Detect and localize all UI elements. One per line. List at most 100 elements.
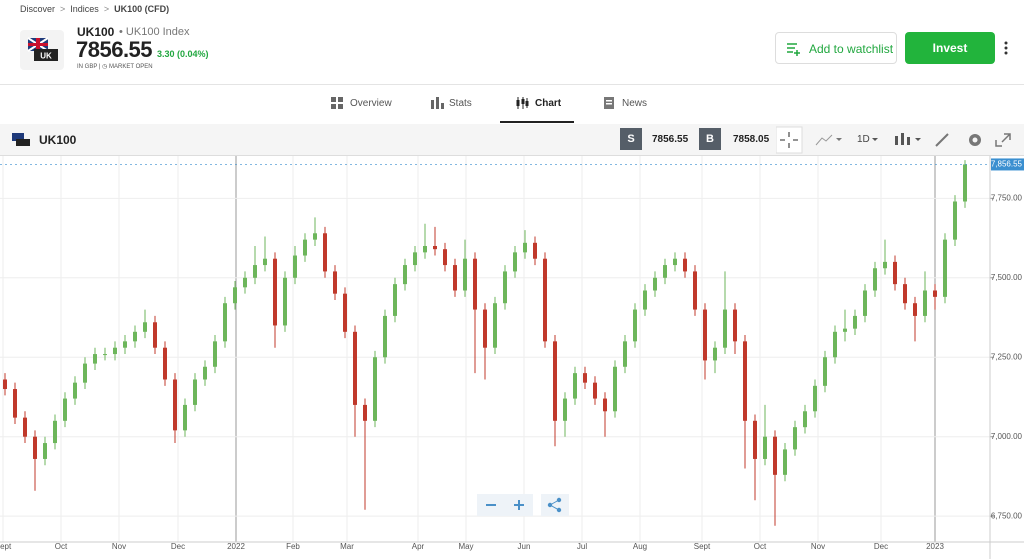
candle-body xyxy=(133,331,137,342)
candle-body xyxy=(113,347,117,355)
crumb[interactable]: Discover xyxy=(20,4,56,14)
candle-body xyxy=(643,290,647,310)
candle-body xyxy=(913,303,917,316)
watchlist-label: Add to watchlist xyxy=(809,42,894,56)
buy-badge[interactable]: B xyxy=(699,128,721,150)
stats-icon xyxy=(431,97,444,109)
price: 7856.55 xyxy=(76,37,153,62)
candle-body xyxy=(823,357,827,386)
candle-body xyxy=(753,420,757,459)
candle-body xyxy=(403,265,407,285)
x-tick-label: Sept xyxy=(0,542,12,551)
x-tick-label: Dec xyxy=(171,542,185,551)
candle-body xyxy=(773,436,777,475)
candle-body xyxy=(793,427,797,450)
candle-body xyxy=(673,258,677,266)
candle-body xyxy=(503,271,507,304)
candle-body xyxy=(883,261,887,269)
buy-price[interactable]: 7858.05 xyxy=(733,134,770,145)
candle-body xyxy=(623,341,627,367)
candle-body xyxy=(213,341,217,367)
candle-body xyxy=(163,347,167,380)
y-tick-label: 6,750.00 xyxy=(991,511,1023,520)
candle-body xyxy=(183,404,187,431)
x-tick-label: May xyxy=(458,542,473,551)
last-price-tag xyxy=(991,158,1024,171)
news-icon xyxy=(604,97,614,109)
candle-body xyxy=(783,449,787,475)
candle-body xyxy=(553,341,557,421)
candle-body xyxy=(943,239,947,297)
candle-body xyxy=(843,328,847,332)
candle-body xyxy=(893,261,897,285)
share[interactable] xyxy=(541,494,569,516)
candle-body xyxy=(863,290,867,316)
candle-body xyxy=(363,404,367,421)
chart-icon xyxy=(516,97,529,109)
y-tick-label: 7,500.00 xyxy=(991,273,1023,282)
currency: IN GBP xyxy=(77,64,98,70)
candle-body xyxy=(963,164,967,202)
tab[interactable]: News xyxy=(622,98,648,109)
candle-body xyxy=(803,411,807,428)
flag-icon: UK xyxy=(20,30,64,70)
candle-body xyxy=(303,239,307,256)
candle-body xyxy=(453,265,457,291)
candle-body xyxy=(953,201,957,240)
crumb[interactable]: Indices xyxy=(70,4,99,14)
candle-body xyxy=(333,271,337,294)
candle-body xyxy=(313,233,317,240)
last-price-label: 7,856.55 xyxy=(991,160,1023,169)
name: UK100 Index xyxy=(125,26,190,38)
x-tick-label: 2023 xyxy=(926,542,944,551)
breadcrumb: Discover > Indices > UK100 (CFD) xyxy=(20,4,170,14)
candle-body xyxy=(193,379,197,405)
candle-body xyxy=(813,385,817,412)
watchlist-button[interactable]: Add to watchlist xyxy=(775,32,897,64)
y-tick-label: 7,250.00 xyxy=(991,352,1023,361)
sell-price[interactable]: 7856.55 xyxy=(652,134,689,145)
candle-body xyxy=(763,436,767,459)
watchlist-icon xyxy=(787,43,800,56)
candle-body xyxy=(833,331,837,358)
candle-body xyxy=(543,258,547,342)
y-tick-label: 7,000.00 xyxy=(991,432,1023,441)
tab[interactable]: Stats xyxy=(449,98,472,109)
x-tick-label: Dec xyxy=(874,542,888,551)
x-tick-label: Mar xyxy=(340,542,354,551)
candle-body xyxy=(583,373,587,383)
x-tick-label: Apr xyxy=(412,542,425,551)
candle-body xyxy=(413,252,417,266)
candle-body xyxy=(873,268,877,291)
candle-body xyxy=(903,284,907,304)
more-menu[interactable] xyxy=(1002,40,1010,56)
candle-body xyxy=(153,322,157,348)
candle-body xyxy=(703,309,707,361)
candle-body xyxy=(653,277,657,291)
toolbar-tools xyxy=(776,126,1011,154)
y-tick-label: 7,750.00 xyxy=(991,193,1023,202)
status: MARKET OPEN xyxy=(109,64,153,70)
candle-body xyxy=(253,265,257,278)
instrument-name: • UK100 Index xyxy=(119,26,190,38)
candle-body xyxy=(853,315,857,329)
toolbar-symbol: UK100 xyxy=(39,133,77,147)
candle-body xyxy=(463,258,467,291)
candle-body xyxy=(493,303,497,348)
sell-badge[interactable]: S xyxy=(620,128,642,150)
meta: IN GBP | ◷ MARKET OPEN xyxy=(77,64,153,70)
tab[interactable]: Overview xyxy=(350,98,392,109)
candle-body xyxy=(443,249,447,266)
candle-body xyxy=(633,309,637,342)
candle-body xyxy=(93,354,97,364)
interval[interactable]: 1D xyxy=(857,134,870,145)
invest-button[interactable]: Invest xyxy=(905,32,995,64)
candle-body xyxy=(523,242,527,253)
crumb: UK100 (CFD) xyxy=(114,4,170,14)
candle-body xyxy=(353,331,357,405)
candle-body xyxy=(123,341,127,348)
candle-body xyxy=(33,436,37,459)
candle-body xyxy=(433,245,437,250)
tab-active[interactable]: Chart xyxy=(535,98,562,109)
candle-body xyxy=(243,277,247,288)
